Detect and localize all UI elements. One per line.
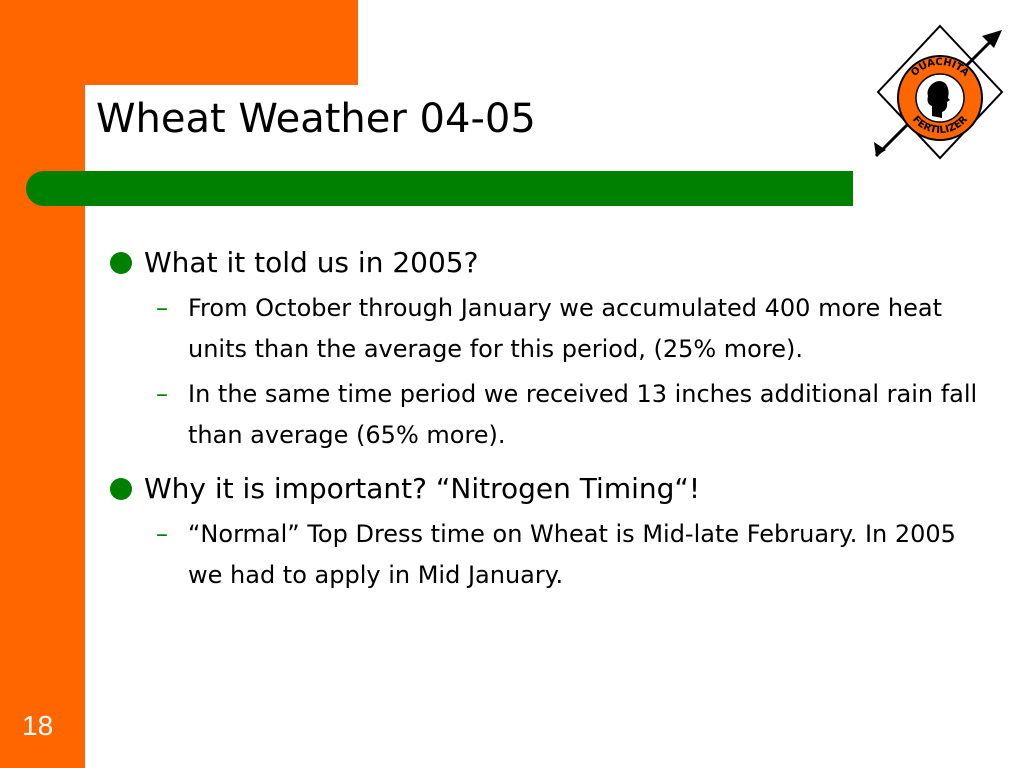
dash-icon: – [156, 380, 168, 408]
arrow-fletch [874, 142, 886, 156]
sub-bullet-item: – In the same time period we received 13… [108, 374, 988, 456]
profile-head-icon [927, 81, 950, 118]
sub-bullet-text: “Normal” Top Dress time on Wheat is Mid-… [188, 520, 956, 589]
slide-title: Wheat Weather 04-05 [96, 96, 536, 142]
page-number: 18 [22, 710, 54, 741]
sub-bullet-item: – From October through January we accumu… [108, 288, 988, 370]
title-underline-bar [26, 171, 853, 206]
sub-bullet-text: In the same time period we received 13 i… [188, 380, 978, 449]
top-orange-band [0, 0, 358, 85]
dash-icon: – [156, 520, 168, 548]
dash-icon: – [156, 294, 168, 322]
left-orange-band [0, 0, 85, 768]
arrow-head [982, 30, 1002, 48]
slide-body: What it told us in 2005? – From October … [108, 244, 988, 596]
sub-bullet-item: – “Normal” Top Dress time on Wheat is Mi… [108, 514, 988, 596]
ouachita-fertilizer-logo: OUACHITA FERTILIZER [874, 24, 1004, 160]
bullet-text: What it told us in 2005? [144, 246, 479, 279]
bullet-dot-icon [110, 252, 132, 274]
bullet-item: What it told us in 2005? [108, 244, 988, 282]
bullet-dot-icon [110, 478, 132, 500]
sub-bullet-text: From October through January we accumula… [188, 294, 942, 363]
bullet-text: Why it is important? “Nitrogen Timing“! [144, 472, 701, 505]
bullet-item: Why it is important? “Nitrogen Timing“! [108, 470, 988, 508]
